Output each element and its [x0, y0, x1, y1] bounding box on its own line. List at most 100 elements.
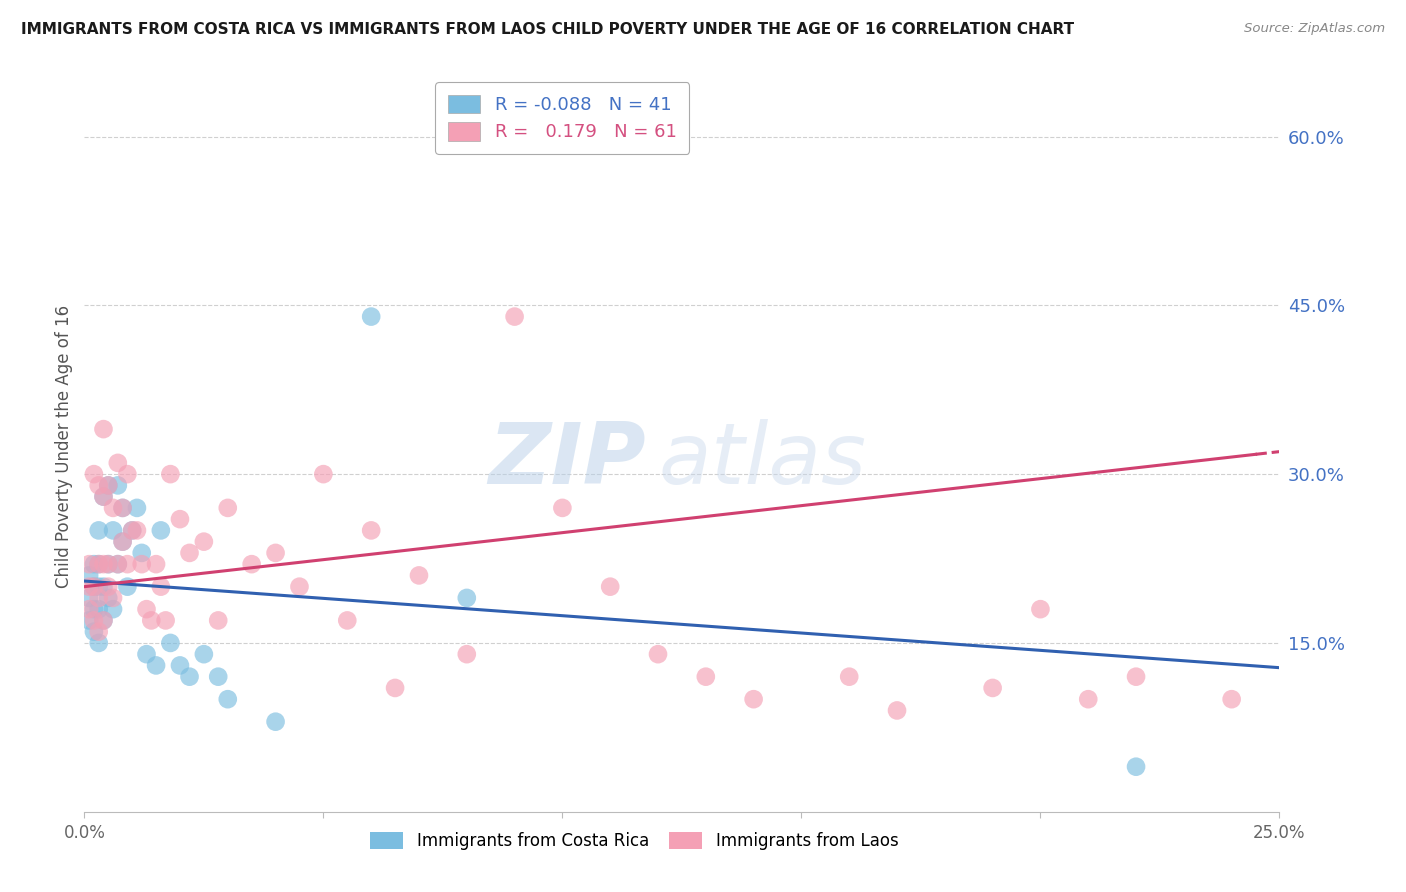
Point [312, 467, 335, 482]
Point [456, 591, 478, 605]
Point [87, 602, 110, 616]
Point [179, 546, 201, 560]
Point [155, 614, 177, 628]
Point [77, 614, 100, 628]
Point [97, 557, 120, 571]
Point [169, 658, 191, 673]
Point [117, 580, 139, 594]
Point [360, 524, 382, 538]
Text: atlas: atlas [658, 419, 866, 502]
Point [503, 310, 526, 324]
Point [336, 614, 359, 628]
Point [111, 500, 134, 515]
Point [131, 557, 153, 571]
Point [77, 591, 100, 605]
Point [83, 557, 105, 571]
Point [77, 568, 100, 582]
Text: IMMIGRANTS FROM COSTA RICA VS IMMIGRANTS FROM LAOS CHILD POVERTY UNDER THE AGE O: IMMIGRANTS FROM COSTA RICA VS IMMIGRANTS… [21, 22, 1074, 37]
Point [159, 636, 181, 650]
Point [408, 568, 430, 582]
Point [647, 647, 669, 661]
Point [77, 580, 100, 594]
Point [87, 624, 110, 639]
Point [93, 490, 115, 504]
Point [83, 580, 105, 594]
Point [93, 557, 115, 571]
Point [159, 467, 181, 482]
Point [193, 534, 215, 549]
Point [131, 546, 153, 560]
Point [97, 478, 120, 492]
Point [551, 500, 574, 515]
Point [288, 580, 311, 594]
Point [1077, 692, 1099, 706]
Point [87, 557, 110, 571]
Point [83, 624, 105, 639]
Point [207, 614, 229, 628]
Text: Source: ZipAtlas.com: Source: ZipAtlas.com [1244, 22, 1385, 36]
Point [97, 478, 120, 492]
Point [97, 591, 120, 605]
Point [87, 478, 110, 492]
Point [117, 557, 139, 571]
Point [1125, 760, 1147, 774]
Point [83, 602, 105, 616]
Point [135, 602, 157, 616]
Point [97, 580, 120, 594]
Point [1029, 602, 1052, 616]
Point [101, 500, 124, 515]
Point [93, 422, 115, 436]
Point [107, 478, 129, 492]
Point [77, 602, 100, 616]
Point [240, 557, 263, 571]
Point [135, 647, 157, 661]
Point [83, 614, 105, 628]
Point [121, 524, 143, 538]
Y-axis label: Child Poverty Under the Age of 16: Child Poverty Under the Age of 16 [55, 304, 73, 588]
Point [125, 500, 148, 515]
Point [264, 714, 287, 729]
Point [87, 591, 110, 605]
Point [125, 524, 148, 538]
Point [742, 692, 765, 706]
Point [217, 500, 239, 515]
Point [169, 512, 191, 526]
Point [93, 490, 115, 504]
Point [93, 614, 115, 628]
Point [456, 647, 478, 661]
Point [83, 580, 105, 594]
Point [264, 546, 287, 560]
Point [384, 681, 406, 695]
Point [141, 614, 163, 628]
Point [101, 602, 124, 616]
Point [101, 591, 124, 605]
Point [87, 636, 110, 650]
Point [121, 524, 143, 538]
Point [117, 467, 139, 482]
Point [87, 557, 110, 571]
Point [107, 456, 129, 470]
Point [107, 557, 129, 571]
Point [149, 524, 172, 538]
Point [1220, 692, 1243, 706]
Point [107, 557, 129, 571]
Point [145, 658, 167, 673]
Point [93, 614, 115, 628]
Point [360, 310, 382, 324]
Point [207, 670, 229, 684]
Point [97, 557, 120, 571]
Legend: Immigrants from Costa Rica, Immigrants from Laos: Immigrants from Costa Rica, Immigrants f… [361, 823, 907, 858]
Point [77, 557, 100, 571]
Point [111, 500, 134, 515]
Point [886, 703, 908, 717]
Point [838, 670, 860, 684]
Point [695, 670, 717, 684]
Text: ZIP: ZIP [488, 419, 647, 502]
Point [101, 524, 124, 538]
Point [83, 467, 105, 482]
Point [87, 580, 110, 594]
Point [217, 692, 239, 706]
Point [93, 580, 115, 594]
Point [87, 524, 110, 538]
Point [981, 681, 1004, 695]
